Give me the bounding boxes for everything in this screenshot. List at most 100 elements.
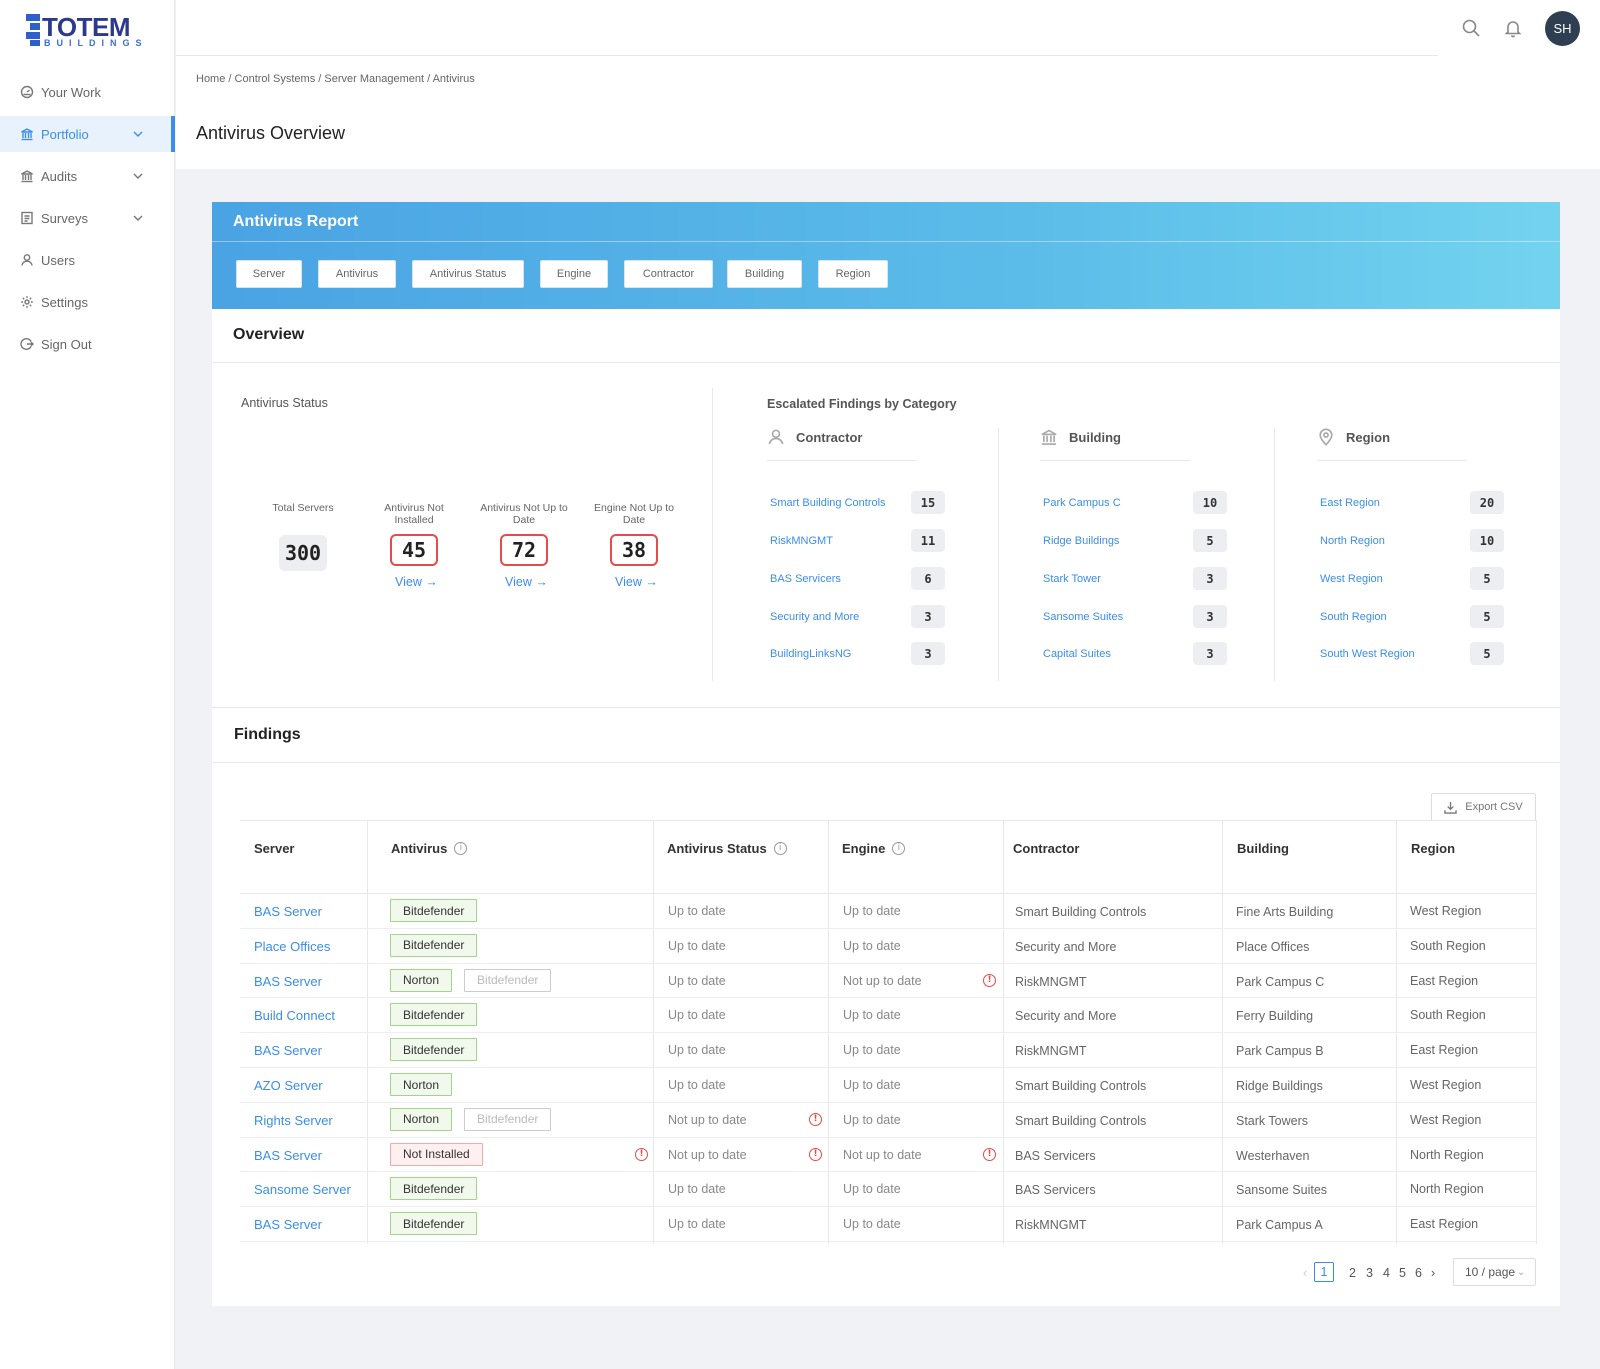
stat-label: Engine Not Up to Date <box>594 502 674 526</box>
escalated-link[interactable]: BAS Servicers <box>770 573 841 585</box>
page-2[interactable]: 2 <box>1349 1266 1356 1280</box>
sidebar-item-users[interactable]: Users <box>0 242 175 278</box>
totem-logo[interactable]: TOTEM BUILDINGS <box>26 12 151 48</box>
engine-status: Up to date <box>843 1217 901 1232</box>
export-csv-button[interactable]: Export CSV <box>1431 793 1536 821</box>
chevron-right-icon[interactable]: › <box>1431 1266 1436 1280</box>
table-column-divider <box>828 820 829 1244</box>
server-link[interactable]: BAS Server <box>254 973 322 989</box>
filter-engine[interactable]: Engine <box>540 260 608 288</box>
view-link-label: View <box>615 575 642 589</box>
escalated-link[interactable]: Capital Suites <box>1043 648 1111 660</box>
filter-building[interactable]: Building <box>727 260 802 288</box>
contractor-cell: Smart Building Controls <box>1015 905 1147 919</box>
contractor-cell: BAS Servicers <box>1015 1183 1096 1198</box>
survey-icon <box>21 211 33 225</box>
filter-antivirus[interactable]: Antivirus <box>318 260 396 288</box>
escalated-link[interactable]: West Region <box>1320 573 1383 585</box>
server-link[interactable]: BAS Server <box>254 1043 322 1059</box>
antivirus-tag: Bitdefender <box>390 1003 478 1027</box>
sidebar-item-portfolio[interactable]: Portfolio <box>0 116 175 152</box>
antivirus-tag: Bitdefender <box>390 899 478 922</box>
escalated-link[interactable]: East Region <box>1320 497 1380 509</box>
info-icon[interactable]: i <box>773 841 787 855</box>
escalated-link[interactable]: Park Campus C <box>1043 497 1121 509</box>
table-row <box>240 894 1536 929</box>
column-header-label: Contractor <box>1013 840 1080 856</box>
sidebar-nav: Your Work Portfolio Audits Surveys Users Sett… <box>0 74 175 368</box>
sidebar-item-label: Your Work <box>41 84 101 100</box>
avatar[interactable]: SH <box>1545 11 1580 46</box>
page-4[interactable]: 4 <box>1383 1266 1390 1280</box>
page-1[interactable]: 1 <box>1314 1262 1334 1282</box>
antivirus-status: Up to date <box>668 1043 726 1058</box>
escalated-link[interactable]: BuildingLinksNG <box>770 648 852 660</box>
sidebar-item-sign-out[interactable]: Sign Out <box>0 326 175 362</box>
category-divider <box>1274 428 1275 681</box>
region-cell: South Region <box>1410 1008 1486 1023</box>
sidebar-item-label: Users <box>41 252 75 268</box>
page-5[interactable]: 5 <box>1399 1266 1406 1280</box>
warning-icon: ! <box>635 1147 648 1161</box>
antivirus-status: Up to date <box>668 1182 726 1197</box>
sidebar-item-audits[interactable]: Audits <box>0 158 175 194</box>
table-header-divider <box>240 893 1536 894</box>
server-link[interactable]: Rights Server <box>254 1112 333 1128</box>
download-icon <box>1444 801 1457 814</box>
server-link[interactable]: AZO Server <box>254 1078 323 1093</box>
escalated-link[interactable]: North Region <box>1320 535 1385 547</box>
escalated-link[interactable]: Smart Building Controls <box>770 497 886 509</box>
page-size-label: 10 / page <box>1465 1265 1516 1279</box>
server-link[interactable]: Build Connect <box>254 1008 335 1024</box>
info-icon[interactable]: i <box>892 841 906 855</box>
logo-word: TOTEM <box>42 12 131 42</box>
server-link[interactable]: BAS Server <box>254 904 322 919</box>
region-cell: East Region <box>1410 1043 1479 1058</box>
chevron-left-icon[interactable]: ‹ <box>1303 1266 1308 1280</box>
sidebar-item-surveys[interactable]: Surveys <box>0 200 175 236</box>
search-icon[interactable] <box>1461 18 1481 38</box>
stat-label: Total Servers <box>272 502 334 514</box>
info-icon[interactable]: i <box>454 841 468 855</box>
category-building: Building <box>1040 428 1121 446</box>
region-cell: North Region <box>1410 1182 1484 1197</box>
building-cell: Ferry Building <box>1236 1009 1314 1024</box>
filter-contractor[interactable]: Contractor <box>624 260 713 288</box>
engine-status: Not up to date <box>843 1147 922 1162</box>
engine-status: Up to date <box>843 1182 901 1197</box>
chevron-down-icon: ⌄ <box>1517 1266 1526 1278</box>
antivirus-status-title: Antivirus Status <box>241 396 328 410</box>
server-link[interactable]: BAS Server <box>254 1147 322 1163</box>
escalated-link[interactable]: South Region <box>1320 611 1387 623</box>
filter-antivirus-status[interactable]: Antivirus Status <box>412 260 524 288</box>
page-6[interactable]: 6 <box>1415 1266 1422 1280</box>
escalated-link[interactable]: Sansome Suites <box>1043 611 1124 623</box>
escalated-link[interactable]: RiskMNGMT <box>770 535 833 547</box>
building-cell: Westerhaven <box>1236 1148 1310 1163</box>
report-title: Antivirus Report <box>233 213 359 230</box>
table-row <box>240 1138 1536 1173</box>
escalated-link[interactable]: South West Region <box>1320 648 1415 660</box>
view-link[interactable]: View → <box>615 575 658 589</box>
page-3[interactable]: 3 <box>1366 1266 1373 1280</box>
escalated-link[interactable]: Stark Tower <box>1043 573 1101 585</box>
category-region: Region <box>1317 428 1390 446</box>
bell-icon[interactable] <box>1503 18 1523 38</box>
filter-server[interactable]: Server <box>236 260 302 288</box>
view-link[interactable]: View → <box>505 575 548 589</box>
server-link[interactable]: BAS Server <box>254 1217 322 1233</box>
filter-region[interactable]: Region <box>818 260 888 288</box>
antivirus-tag: Bitdefender <box>390 1212 478 1236</box>
report-header: Antivirus Report Server Antivirus Antiviru… <box>212 202 1560 309</box>
server-link[interactable]: Sansome Server <box>254 1182 351 1198</box>
escalated-link[interactable]: Ridge Buildings <box>1043 535 1120 547</box>
page-size-select[interactable]: 10 / page ⌄ <box>1453 1258 1536 1286</box>
breadcrumb[interactable]: Home / Control Systems / Server Manageme… <box>196 73 475 85</box>
antivirus-status: Up to date <box>668 1217 726 1232</box>
table-column-divider <box>1222 820 1223 1244</box>
sidebar-item-settings[interactable]: Settings <box>0 284 175 320</box>
sidebar-item-your-work[interactable]: Your Work <box>0 74 175 110</box>
server-link[interactable]: Place Offices <box>254 938 331 954</box>
view-link[interactable]: View → <box>395 575 438 589</box>
escalated-link[interactable]: Security and More <box>770 611 860 623</box>
